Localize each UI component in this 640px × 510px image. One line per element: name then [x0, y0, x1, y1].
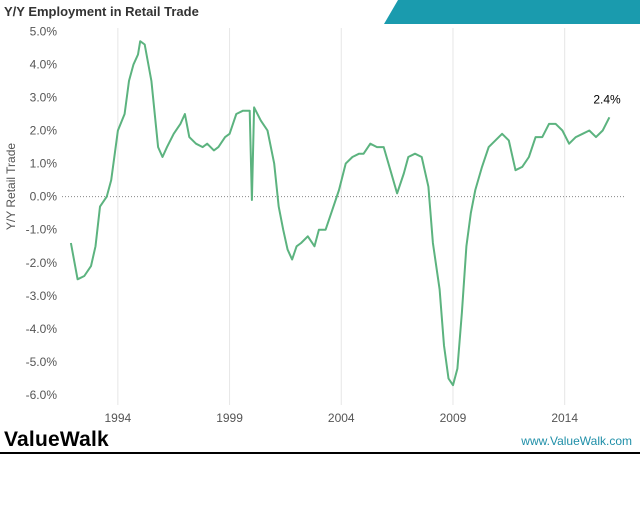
banner-shape — [384, 0, 640, 24]
x-tick-label: 2009 — [440, 411, 467, 425]
x-tick-label: 2014 — [551, 411, 578, 425]
y-tick-label: -4.0% — [26, 322, 58, 336]
y-tick-label: -3.0% — [26, 289, 58, 303]
line-chart: -6.0% -5.0% -4.0% -3.0% -2.0% -1.0% 0.0% 1.0% 2.… — [4, 24, 625, 425]
y-tick-label: 1.0% — [30, 157, 58, 171]
y-axis-ticks: -6.0% -5.0% -4.0% -3.0% -2.0% -1.0% 0.0% 1.0% 2.… — [26, 24, 58, 402]
series-line — [69, 40, 611, 387]
y-tick-label: -2.0% — [26, 256, 58, 270]
y-tick-label: 2.0% — [30, 124, 58, 138]
y-tick-label: 0.0% — [30, 190, 58, 204]
chart-grid — [117, 28, 566, 405]
y-tick-label: -1.0% — [26, 223, 58, 237]
y-axis-label: Y/Y Retail Trade — [4, 143, 18, 230]
last-value-annotation: 2.4% — [593, 92, 621, 106]
brand-logo: ValueWalk — [4, 428, 109, 451]
brand-url[interactable]: www.ValueWalk.com — [521, 434, 632, 448]
y-tick-label: -5.0% — [26, 355, 58, 369]
y-tick-label: 5.0% — [30, 24, 58, 38]
chart-title: Y/Y Employment in Retail Trade — [4, 4, 199, 19]
x-axis-ticks: 1994 1999 2004 2009 2014 — [105, 411, 579, 425]
y-tick-label: 4.0% — [30, 57, 58, 71]
x-tick-label: 1999 — [216, 411, 243, 425]
y-tick-label: 3.0% — [30, 90, 58, 104]
x-tick-label: 2004 — [328, 411, 355, 425]
header-banner — [384, 0, 640, 24]
y-tick-label: -6.0% — [26, 388, 58, 402]
x-tick-label: 1994 — [105, 411, 132, 425]
footer-divider — [0, 452, 640, 454]
